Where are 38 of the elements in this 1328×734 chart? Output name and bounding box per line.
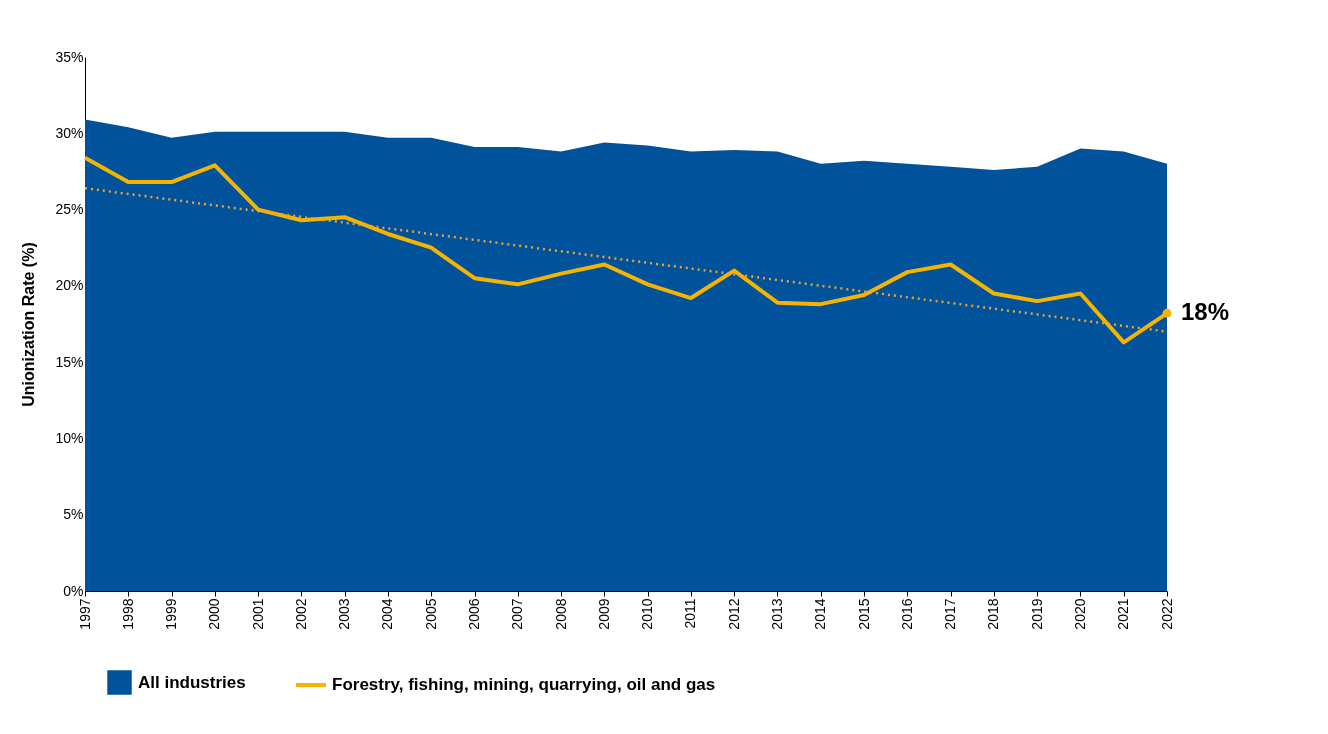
x-tick-label: 2020 bbox=[1071, 598, 1088, 630]
x-tick-label: 2001 bbox=[249, 598, 266, 630]
x-tick-label: 2010 bbox=[639, 598, 656, 630]
y-tick-label: 15% bbox=[55, 353, 84, 370]
x-tick-label: 2022 bbox=[1158, 598, 1175, 630]
x-tick-label: 2016 bbox=[898, 598, 915, 630]
x-tick-label: 2003 bbox=[336, 598, 353, 630]
y-tick-label: 0% bbox=[63, 582, 84, 599]
x-tick-label: 2009 bbox=[595, 598, 612, 630]
y-tick-label: 25% bbox=[55, 201, 84, 218]
y-tick-label: 10% bbox=[55, 429, 84, 446]
x-tick-label: 2005 bbox=[422, 598, 439, 630]
x-tick-label: 2002 bbox=[292, 598, 309, 630]
y-axis-title: Unionization Rate (%) bbox=[20, 242, 38, 407]
x-tick-label: 2019 bbox=[1028, 598, 1045, 630]
annotation: 18% bbox=[1181, 298, 1230, 326]
x-tick-label: 2013 bbox=[768, 598, 785, 630]
legend-label: All industries bbox=[138, 672, 246, 692]
x-tick-label: 2008 bbox=[552, 598, 569, 630]
y-tick-label: 30% bbox=[55, 124, 84, 141]
x-tick-label: 1998 bbox=[119, 598, 136, 630]
x-tick-label: 2000 bbox=[206, 598, 223, 630]
x-tick-label: 2011 bbox=[682, 598, 699, 629]
x-tick-label: 2012 bbox=[725, 598, 742, 630]
x-tick-label: 2017 bbox=[942, 598, 959, 630]
x-tick-label: 2021 bbox=[1115, 598, 1132, 630]
x-tick-label: 2018 bbox=[985, 598, 1002, 630]
y-tick-label: 35% bbox=[55, 48, 84, 65]
y-tick-label: 5% bbox=[63, 506, 84, 523]
legend-label: Forestry, fishing, mining, quarrying, oil and gas bbox=[332, 675, 716, 694]
x-tick-label: 2004 bbox=[379, 598, 396, 630]
x-tick-label: 1999 bbox=[163, 598, 180, 630]
x-tick-label: 2007 bbox=[509, 598, 526, 630]
x-tick-label: 2015 bbox=[855, 598, 872, 630]
x-tick-label: 2014 bbox=[812, 598, 829, 630]
y-tick-label: 20% bbox=[55, 277, 84, 294]
x-tick-label: 2006 bbox=[466, 598, 483, 630]
x-tick-label: 1997 bbox=[76, 598, 93, 630]
